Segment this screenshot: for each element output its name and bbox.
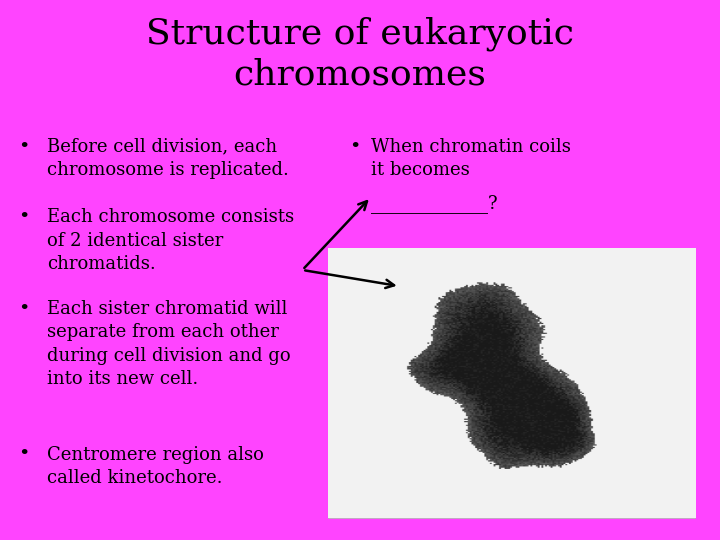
Text: •: • (18, 446, 30, 463)
Text: •: • (349, 138, 361, 156)
Text: Centromere region also
called kinetochore.: Centromere region also called kinetochor… (47, 446, 264, 487)
Text: •: • (18, 138, 30, 156)
Text: •: • (18, 208, 30, 226)
Text: When chromatin coils
it becomes: When chromatin coils it becomes (371, 138, 571, 179)
Text: Each sister chromatid will
separate from each other
during cell division and go
: Each sister chromatid will separate from… (47, 300, 290, 388)
Text: _____________?: _____________? (371, 194, 498, 213)
Bar (328, 248, 695, 518)
Text: Before cell division, each
chromosome is replicated.: Before cell division, each chromosome is… (47, 138, 289, 179)
Text: •: • (18, 300, 30, 318)
Text: Structure of eukaryotic
chromosomes: Structure of eukaryotic chromosomes (146, 16, 574, 91)
Text: Each chromosome consists
of 2 identical sister
chromatids.: Each chromosome consists of 2 identical … (47, 208, 294, 273)
